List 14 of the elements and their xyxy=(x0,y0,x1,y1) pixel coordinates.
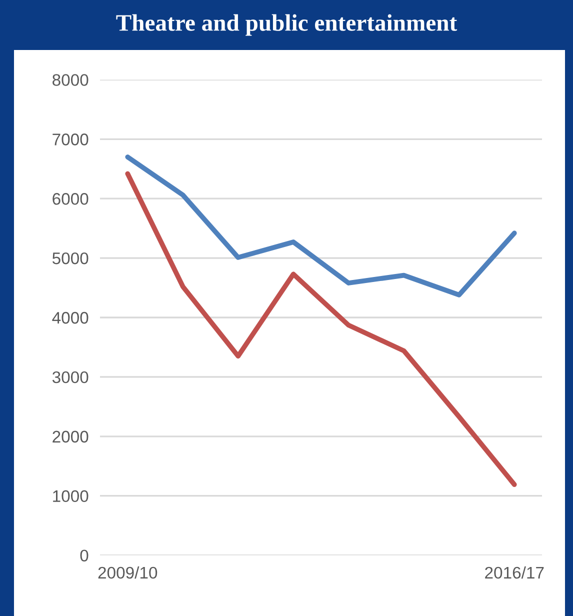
y-tick-label: 4000 xyxy=(52,312,88,324)
line-series xyxy=(125,171,517,487)
y-tick-label: 8000 xyxy=(52,74,88,86)
y-tick-label: 7000 xyxy=(52,134,88,146)
chart-title: Theatre and public entertainment xyxy=(116,14,458,36)
y-tick-label: 6000 xyxy=(52,193,88,205)
x-tick-label: 2009/10 xyxy=(98,566,158,579)
y-tick-label: 3000 xyxy=(52,371,88,384)
y-tick-label: 0 xyxy=(80,550,88,562)
x-tick-label: 2016/17 xyxy=(485,566,544,579)
y-tick-label: 5000 xyxy=(52,252,88,264)
line-series xyxy=(125,154,517,298)
y-tick-label: 2000 xyxy=(52,430,88,443)
y-tick-label: 1000 xyxy=(53,490,88,502)
